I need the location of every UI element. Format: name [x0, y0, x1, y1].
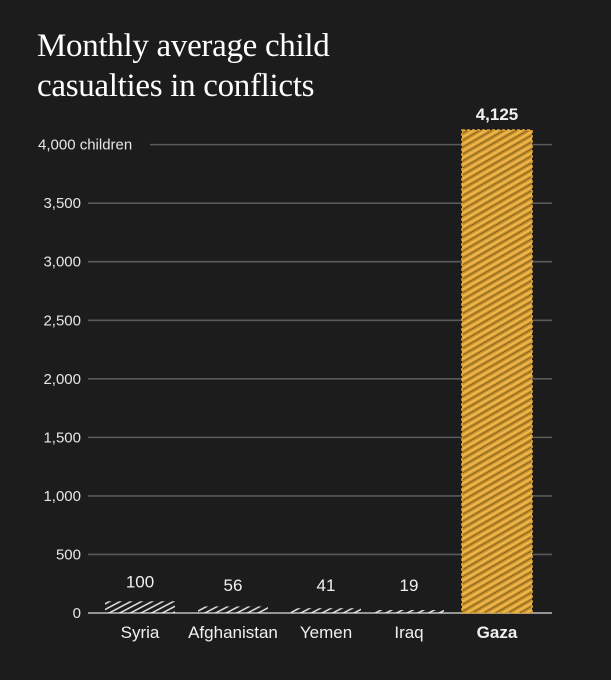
y-tick-label: 2,500 [43, 312, 81, 329]
bar-afghanistan [198, 606, 268, 613]
y-tick-label: 0 [73, 605, 81, 622]
chart-title: Monthly average child casualties in conf… [37, 26, 457, 106]
category-label-syria: Syria [121, 623, 160, 642]
bar-syria [105, 601, 175, 613]
y-tick-label: 500 [56, 546, 81, 563]
bar-gaza [461, 129, 533, 614]
y-tick-label: 1,000 [43, 488, 81, 505]
y-tick-label: 3,500 [43, 195, 81, 212]
value-labels: 100 56 41 19 4,125 [126, 105, 518, 595]
category-label-afghanistan: Afghanistan [188, 623, 278, 642]
bar-iraq [374, 610, 444, 613]
y-tick-label: 2,000 [43, 371, 81, 388]
category-labels: Syria Afghanistan Yemen Iraq Gaza [121, 623, 518, 642]
chart-title-line-2: casualties in conflicts [37, 68, 315, 104]
category-label-yemen: Yemen [300, 623, 352, 642]
y-axis-tick-labels: 0 500 1,000 1,500 2,000 2,500 3,000 3,500 4,000 … [38, 137, 132, 622]
y-tick-label: 4,000 children [38, 137, 132, 154]
value-label-gaza: 4,125 [476, 105, 519, 124]
y-tick-label: 3,000 [43, 254, 81, 271]
category-label-iraq: Iraq [394, 623, 423, 642]
chart-title-line-1: Monthly average child [37, 28, 330, 64]
value-label-yemen: 41 [317, 576, 336, 595]
value-label-afghanistan: 56 [224, 576, 243, 595]
bars [105, 129, 533, 614]
y-tick-label: 1,500 [43, 429, 81, 446]
bar-yemen [291, 608, 361, 613]
category-label-gaza: Gaza [477, 623, 518, 642]
value-label-syria: 100 [126, 572, 154, 591]
value-label-iraq: 19 [400, 576, 419, 595]
